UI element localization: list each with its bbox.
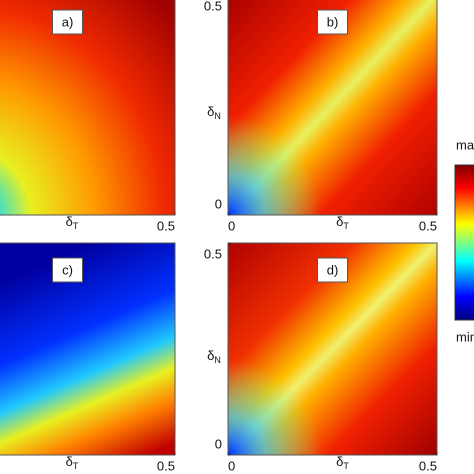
x-tick-label: 0.5 [419,218,437,233]
x-tick-label: 0 [228,458,235,473]
y-axis-label: δN [207,348,221,365]
panel-label: c) [62,262,73,277]
frame [0,0,176,216]
frame [0,242,176,456]
x-axis-label: δT [66,454,79,471]
label-symbol: δ [336,214,343,229]
x-axis-label: δT [336,214,349,231]
x-axis-label: δT [336,454,349,471]
label-symbol: δ [207,348,214,363]
label-symbol: δ [207,104,214,119]
frame [227,242,438,456]
y-tick-label: 0 [215,436,222,451]
label-subscript: T [73,461,79,471]
panel-label: b) [327,14,339,29]
label-subscript: T [343,461,349,471]
label-subscript: N [214,355,221,365]
y-tick-label: 0 [215,196,222,211]
label-symbol: δ [66,454,73,469]
x-axis-label: δT [66,214,79,231]
label-subscript: T [73,221,79,231]
colorbar-max: max [456,137,474,152]
panel-label: d) [327,262,339,277]
y-tick-label: 0.5 [204,0,222,13]
y-axis-label: δN [207,104,221,121]
panel-label-box [52,9,83,35]
x-tick-label: 0.5 [157,458,175,473]
label-subscript: N [214,111,221,121]
panel-label: a) [62,14,74,29]
x-tick-label: 0 [228,218,235,233]
frame [227,0,438,216]
heatmap [0,0,175,215]
label-symbol: δ [66,214,73,229]
heatmap [0,243,175,455]
y-tick-label: 0.5 [204,246,222,261]
colorbar [454,164,474,321]
colorbar-min: min [456,329,474,344]
panel-label-box [317,257,348,283]
label-symbol: δ [336,454,343,469]
heatmap-overlay [228,0,437,215]
x-tick-label: 0.5 [157,218,175,233]
panel-label-box [52,257,83,283]
panel-label-box [317,9,348,35]
label-subscript: T [343,221,349,231]
x-tick-label: 0.5 [419,458,437,473]
